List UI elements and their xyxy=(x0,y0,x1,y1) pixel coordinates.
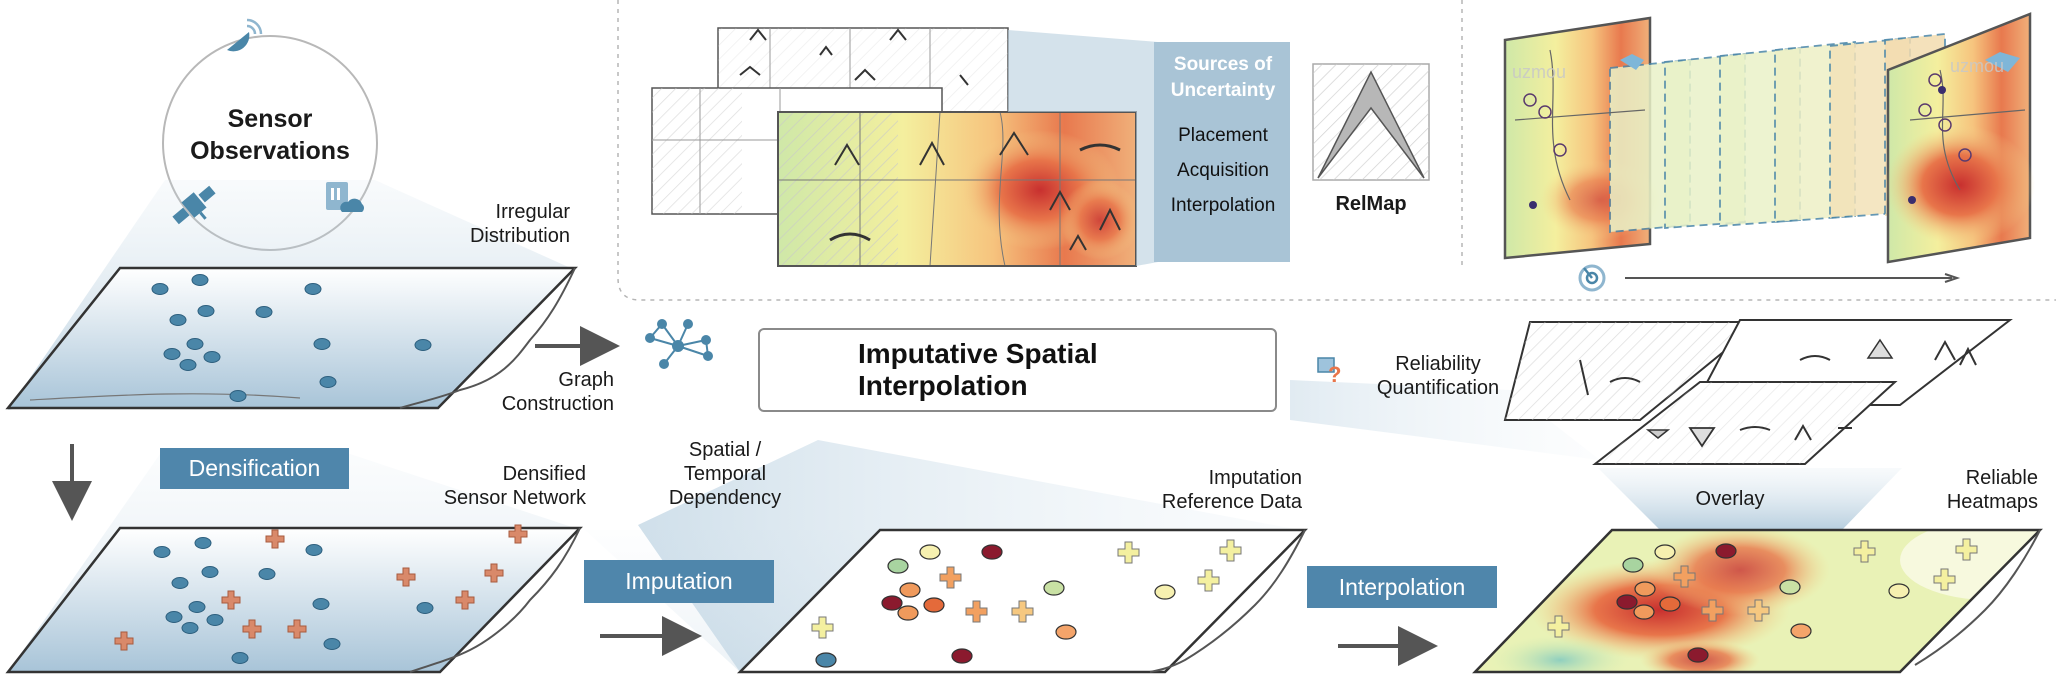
temporal-stack xyxy=(1503,12,2035,264)
relmap-icon xyxy=(1312,63,1430,181)
uncertainty-panel xyxy=(1154,42,1290,262)
spatial-line-2: Temporal xyxy=(683,463,767,485)
reliability-question-icon: ? xyxy=(1317,357,1341,387)
uncertainty-item-placement: Placement xyxy=(1178,125,1268,146)
title-line-1: Sensor xyxy=(227,105,313,133)
densified-network-label: Densified Sensor Network xyxy=(400,462,586,510)
uncertainty-sources: Sources of Uncertainty Placement Acquisi… xyxy=(1156,52,1290,223)
title-line-2: Observations xyxy=(190,137,350,165)
heatmap-markers xyxy=(1616,543,1910,663)
interpolation-step: Interpolation xyxy=(1307,566,1497,608)
reference-markers xyxy=(815,544,1176,668)
reliability-planes xyxy=(1503,319,2013,465)
uncertainty-item-acquisition: Acquisition xyxy=(1177,160,1269,181)
watermark-right: uzmou xyxy=(1950,56,2005,76)
overlay-cone xyxy=(1598,468,1902,530)
svg-text:?: ? xyxy=(1328,362,1341,387)
reliability-line-1: Reliability xyxy=(1395,353,1481,375)
graph-line-1: Graph xyxy=(558,369,614,391)
imputation-ref-line-1: Imputation xyxy=(1208,467,1302,489)
observation-plane xyxy=(5,266,578,410)
imputed-plus-densified xyxy=(114,524,528,651)
graph-construction-label: Graph Construction xyxy=(470,368,614,416)
coastline-1 xyxy=(399,267,576,409)
reliable-line-1: Reliable xyxy=(1965,467,2038,489)
imputation-reference-label: Imputation Reference Data xyxy=(1100,466,1302,514)
imputation-ref-line-2: Reference Data xyxy=(1161,491,1302,513)
relmap-label: RelMap xyxy=(1335,193,1407,215)
densified-line-2: Sensor Network xyxy=(443,487,586,509)
reliable-line-2: Heatmaps xyxy=(1946,491,2038,513)
timer-icon xyxy=(1578,264,1606,292)
isi-title: Imputative Spatial Interpolation xyxy=(858,338,1098,401)
reliability-line-2: Quantification xyxy=(1376,377,1500,399)
spatial-line-3: Dependency xyxy=(668,487,782,509)
spatial-line-1: Spatial / xyxy=(688,439,762,461)
densified-plane xyxy=(5,526,583,674)
heatmap-front xyxy=(777,111,1140,267)
isi-box: Imputative Spatial Interpolation xyxy=(758,328,1277,412)
weather-station-icon xyxy=(326,182,364,212)
imputation-step: Imputation xyxy=(584,560,774,603)
satellite-icon xyxy=(172,185,216,225)
reference-plus xyxy=(811,539,1242,639)
reliability-quantification-label: Reliability Quantification xyxy=(1370,352,1506,400)
irregular-line-2: Distribution xyxy=(469,225,570,247)
sensor-dots-densified xyxy=(153,537,434,664)
overlay-label: Overlay xyxy=(1695,488,1765,510)
uncertainty-header-1: Sources of xyxy=(1173,54,1273,75)
sensor-observations-title: Sensor Observations xyxy=(160,103,380,167)
spatial-temporal-label: Spatial / Temporal Dependency xyxy=(655,438,795,510)
sensor-dots-top xyxy=(151,274,432,402)
graph-line-2: Construction xyxy=(501,393,614,415)
reliable-heatmaps-label: Reliable Heatmaps xyxy=(1900,466,2038,514)
densification-step: Densification xyxy=(160,448,349,489)
graph-icon xyxy=(645,319,713,369)
uncertainty-header-2: Uncertainty xyxy=(1170,80,1276,101)
satellite-dish-icon xyxy=(227,18,263,52)
densified-line-1: Densified xyxy=(502,463,586,485)
watermark-left: uzmou xyxy=(1512,62,1567,82)
irregular-distribution-label: Irregular Distribution xyxy=(430,200,570,248)
irregular-line-1: Irregular xyxy=(495,201,570,223)
uncertainty-item-interpolation: Interpolation xyxy=(1170,195,1276,216)
heatmap-plus xyxy=(1547,538,1978,638)
